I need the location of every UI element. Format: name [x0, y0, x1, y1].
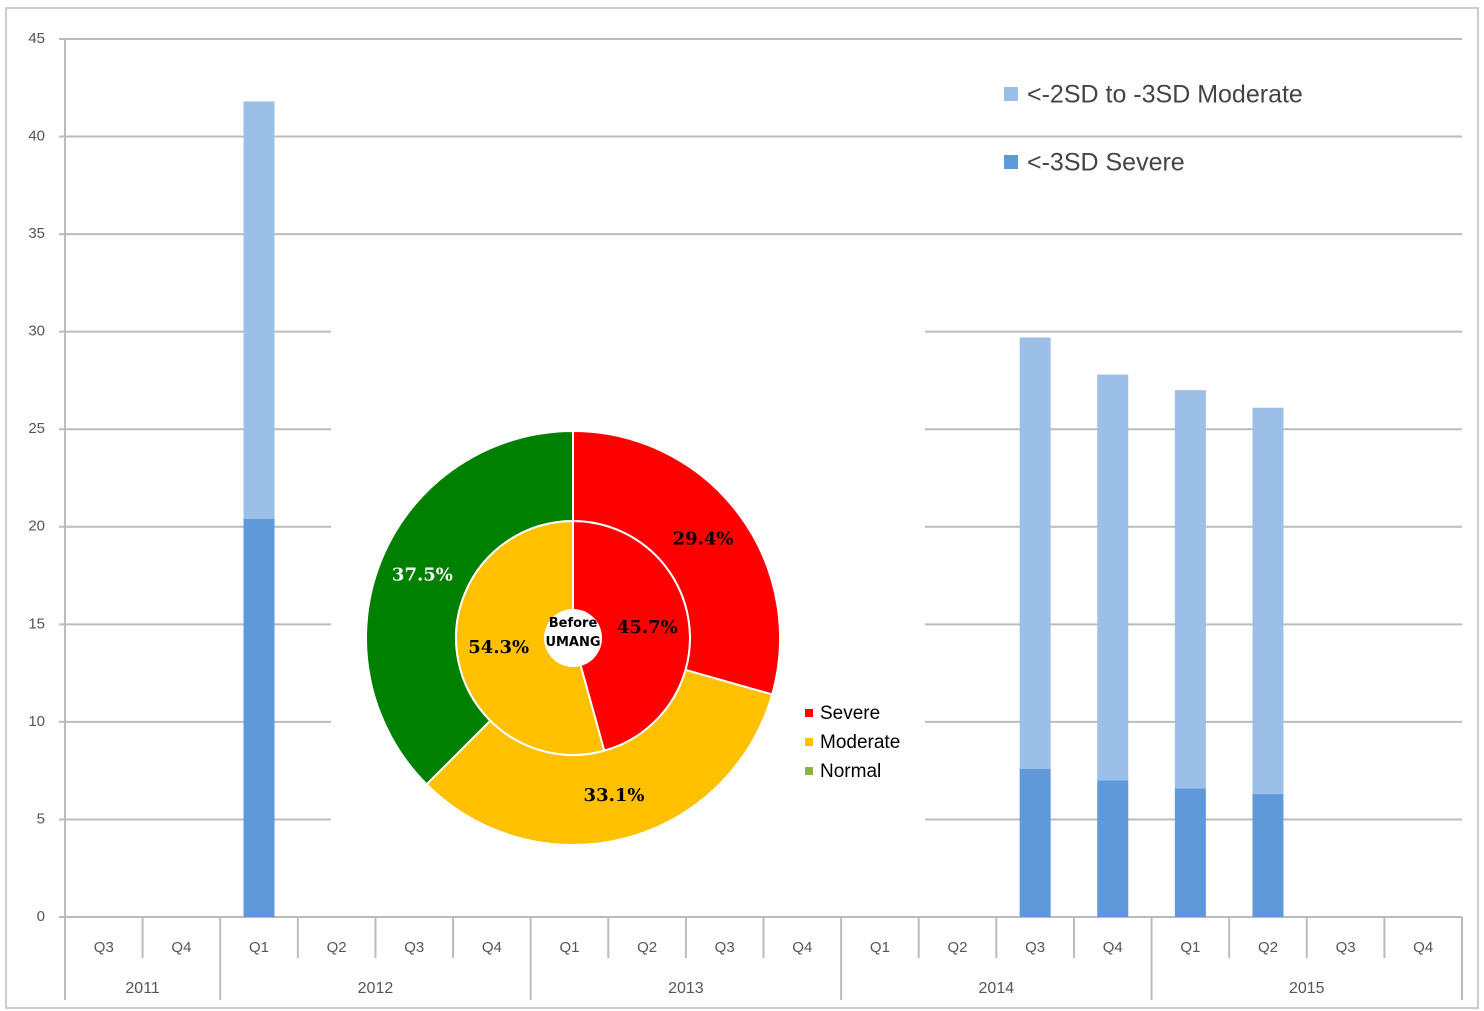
legend-swatch: [805, 767, 813, 775]
legend-label: <-2SD to -3SD Moderate: [1027, 81, 1303, 109]
y-tick-label: 15: [28, 615, 45, 632]
bar-segment: [1174, 788, 1206, 917]
legend-swatch: [1004, 155, 1018, 169]
slice-label: 33.1%: [584, 785, 645, 806]
x-group-label: 2014: [979, 980, 1015, 997]
x-tick-label: Q3: [715, 939, 735, 956]
slice-label: 45.7%: [617, 617, 678, 638]
bar-segment: [1019, 768, 1051, 917]
bar-segment: [1174, 390, 1206, 789]
bar-segment: [1097, 374, 1129, 781]
x-tick-label: Q4: [1103, 939, 1123, 956]
legend-label: <-3SD Severe: [1027, 149, 1185, 177]
legend-label: Moderate: [820, 732, 900, 753]
slice-label: 54.3%: [468, 637, 529, 658]
x-tick-label: Q2: [637, 939, 657, 956]
bar-segment: [1252, 407, 1284, 795]
x-tick-label: Q4: [1413, 939, 1433, 956]
y-tick-label: 10: [28, 713, 45, 730]
x-tick-label: Q1: [1180, 939, 1200, 956]
donut-slice: [365, 429, 574, 786]
y-tick-label: 40: [28, 128, 45, 145]
legend-swatch: [1004, 87, 1018, 101]
donut-hole: [545, 610, 601, 666]
x-group-label: 2012: [358, 980, 394, 997]
y-tick-label: 35: [28, 225, 45, 242]
legend-label: Severe: [820, 703, 880, 724]
bar-segment: [1019, 337, 1051, 769]
x-tick-label: Q1: [559, 939, 579, 956]
x-tick-label: Q4: [482, 939, 502, 956]
y-tick-label: 20: [28, 518, 45, 535]
y-tick-label: 45: [28, 30, 45, 47]
x-tick-label: Q2: [327, 939, 347, 956]
x-group-label: 2011: [125, 980, 160, 997]
x-tick-label: Q3: [404, 939, 424, 956]
slice-label: 37.5%: [392, 565, 453, 586]
x-group-label: 2013: [668, 980, 704, 997]
center-label: Before UMANG: [545, 616, 601, 650]
x-tick-label: Q4: [792, 939, 812, 956]
y-tick-label: 25: [28, 420, 45, 437]
x-tick-label: Q3: [1025, 939, 1045, 956]
bar-segment: [243, 101, 275, 519]
bar-segment: [1097, 780, 1129, 917]
frame: [5, 7, 1479, 1009]
x-tick-label: Q1: [870, 939, 890, 956]
slice-label: 29.4%: [673, 529, 734, 550]
bar-segment: [243, 518, 275, 917]
y-tick-label: 5: [37, 810, 45, 827]
y-tick-label: 30: [28, 323, 45, 340]
x-tick-label: Q3: [1336, 939, 1356, 956]
y-tick-label: 0: [37, 908, 45, 925]
x-tick-label: Q1: [249, 939, 269, 956]
x-tick-label: Q4: [171, 939, 191, 956]
x-tick-label: Q3: [94, 939, 114, 956]
donut-slice: [572, 429, 781, 696]
x-tick-label: Q2: [948, 939, 968, 956]
x-group-label: 2015: [1289, 980, 1325, 997]
legend-swatch: [805, 709, 813, 717]
x-tick-label: Q2: [1258, 939, 1278, 956]
legend-swatch: [805, 738, 813, 746]
bar-segment: [1252, 794, 1284, 917]
legend-label: Normal: [820, 761, 881, 782]
donut-slice: [425, 668, 774, 846]
